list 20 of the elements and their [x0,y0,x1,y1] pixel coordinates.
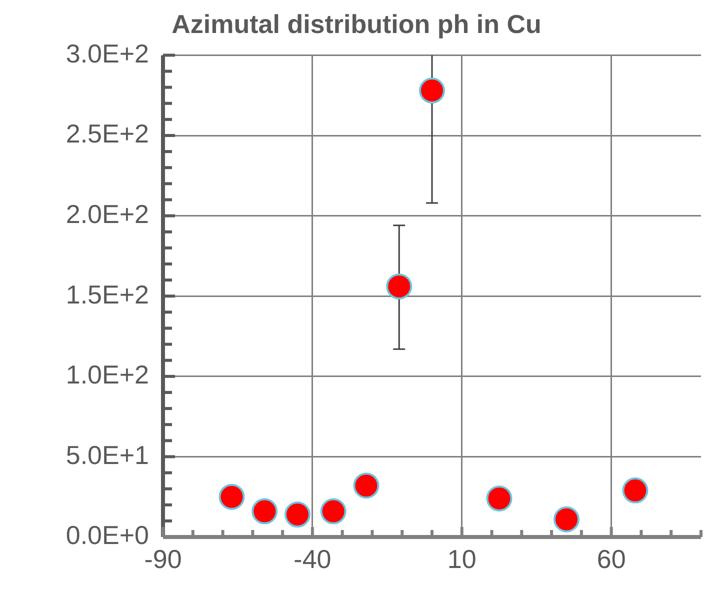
point [486,485,512,512]
chart-title: Azimutal distribution ph in Cu [172,8,542,39]
point [419,78,445,104]
y-tick-label: 2.0E+2 [66,198,149,229]
point [320,498,346,524]
point [218,484,245,510]
point [353,472,380,499]
y-tick-label: 2.5E+2 [66,118,149,149]
point [386,273,412,300]
y-tick-label: 1.0E+2 [66,360,149,390]
point [622,477,648,504]
x-tick-label: 10 [447,544,476,574]
point [252,498,278,524]
x-tick-label: -40 [294,544,332,574]
y-tick-label: 5.0E+1 [66,440,149,470]
point [284,502,310,528]
y-tick-label: 3.0E+2 [66,38,149,68]
y-tick-label: 1.5E+2 [66,279,149,310]
point [554,506,580,532]
x-tick-label: 60 [596,544,626,574]
